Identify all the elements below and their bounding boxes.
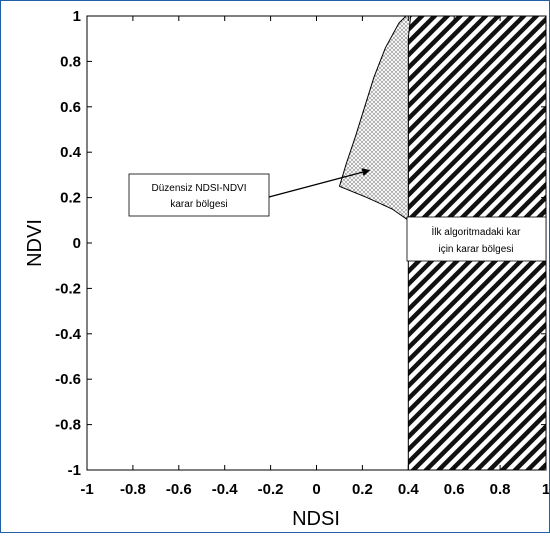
x-tick-label: -1 — [80, 481, 93, 498]
annotation-line: için karar bölgesi — [438, 244, 513, 255]
y-tick-label: 0 — [73, 235, 81, 252]
y-axis-ticks: -1 -0.8 -0.6 -0.4 -0.2 0 0.2 0.4 0.6 0.8 1 — [55, 8, 546, 479]
x-tick-label: 0.4 — [398, 481, 420, 498]
annotation-box — [128, 173, 270, 217]
annotation-line: İlk algoritmadaki kar — [432, 225, 522, 238]
y-tick-label: -0.4 — [55, 326, 82, 343]
y-tick-label: -1 — [68, 462, 81, 479]
dotted-decision-region — [338, 16, 412, 222]
y-tick-label: 0.8 — [60, 53, 81, 70]
y-tick-label: 1 — [73, 8, 81, 25]
x-tick-label: 0.2 — [352, 481, 373, 498]
y-tick-label: 0.2 — [60, 190, 81, 207]
x-axis-label: NDSI — [292, 508, 340, 530]
x-axis-ticks: -1 -0.8 -0.6 -0.4 -0.2 0 0.2 0.4 0.6 0.8 1 — [80, 16, 550, 498]
x-tick-label: -0.2 — [258, 481, 284, 498]
annotation-box — [406, 216, 547, 262]
x-tick-label: -0.4 — [212, 481, 239, 498]
y-tick-label: -0.6 — [55, 371, 81, 388]
x-tick-label: -0.6 — [166, 481, 192, 498]
annotation-snow-region: İlk algoritmadaki kar için karar bölgesi — [406, 216, 547, 262]
y-axis-label: NDVI — [24, 219, 46, 267]
x-tick-label: 0.8 — [490, 481, 511, 498]
annotation-line: Düzensiz NDSI-NDVI — [151, 183, 246, 194]
annotation-line: karar bölgesi — [170, 199, 227, 210]
y-tick-label: 0.4 — [60, 144, 82, 161]
y-tick-label: 0.6 — [60, 99, 81, 116]
y-tick-label: -0.8 — [55, 417, 81, 434]
annotation-irregular-region: Düzensiz NDSI-NDVI karar bölgesi — [128, 173, 270, 217]
annotation-arrow — [268, 168, 371, 198]
x-tick-label: 0 — [312, 481, 320, 498]
x-tick-label: -0.8 — [120, 481, 146, 498]
x-tick-label: 1 — [542, 481, 549, 498]
x-tick-label: 0.6 — [444, 481, 465, 498]
y-tick-label: -0.2 — [55, 280, 81, 297]
